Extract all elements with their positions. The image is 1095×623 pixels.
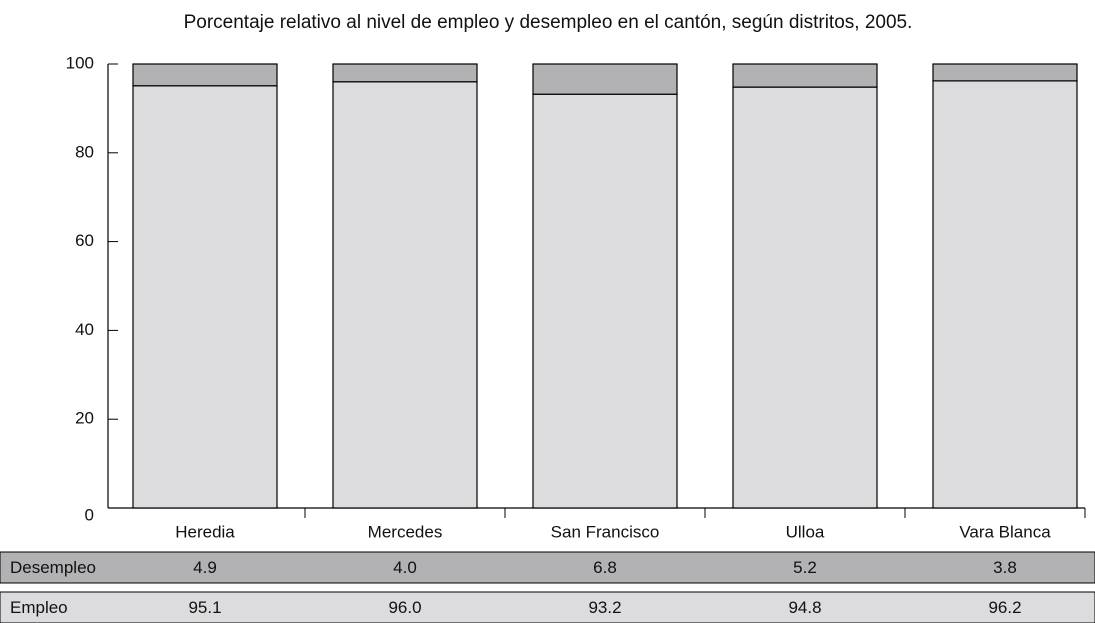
x-tick-label: Mercedes <box>368 522 443 541</box>
table-value: 96.2 <box>988 598 1021 617</box>
bar-segment <box>132 85 278 509</box>
table-row <box>0 591 1095 623</box>
bar-segment <box>132 63 278 87</box>
bar-segment <box>332 63 478 83</box>
chart-title: Porcentaje relativo al nivel de empleo y… <box>184 12 913 33</box>
y-tick-label: 40 <box>75 320 94 339</box>
table-value: 4.0 <box>393 558 417 577</box>
bar-segment <box>932 63 1078 82</box>
y-tick-label: 80 <box>75 142 94 161</box>
x-tick-label: Vara Blanca <box>959 522 1051 541</box>
bar-segment <box>332 81 478 509</box>
y-tick-label: 0 <box>85 505 94 524</box>
bar-segment <box>732 63 878 88</box>
bar-segment <box>932 80 1078 509</box>
table-value: 94.8 <box>788 598 821 617</box>
y-tick-label: 100 <box>66 53 94 72</box>
table-value: 95.1 <box>188 598 221 617</box>
bar-segment <box>532 93 678 509</box>
table-value: 96.0 <box>388 598 421 617</box>
table-row-label: Desempleo <box>10 558 96 577</box>
table-row-label: Empleo <box>10 598 68 617</box>
x-tick-label: Heredia <box>175 522 235 541</box>
table-value: 93.2 <box>588 598 621 617</box>
bar-segment <box>732 86 878 509</box>
x-tick-label: San Francisco <box>551 522 660 541</box>
table-value: 4.9 <box>193 558 217 577</box>
y-tick-label: 20 <box>75 409 94 428</box>
table-value: 5.2 <box>793 558 817 577</box>
x-tick-label: Ulloa <box>786 522 825 541</box>
table-row <box>0 551 1095 584</box>
bar-segment <box>532 63 678 95</box>
table-value: 6.8 <box>593 558 617 577</box>
y-tick-label: 60 <box>75 231 94 250</box>
table-value: 3.8 <box>993 558 1017 577</box>
